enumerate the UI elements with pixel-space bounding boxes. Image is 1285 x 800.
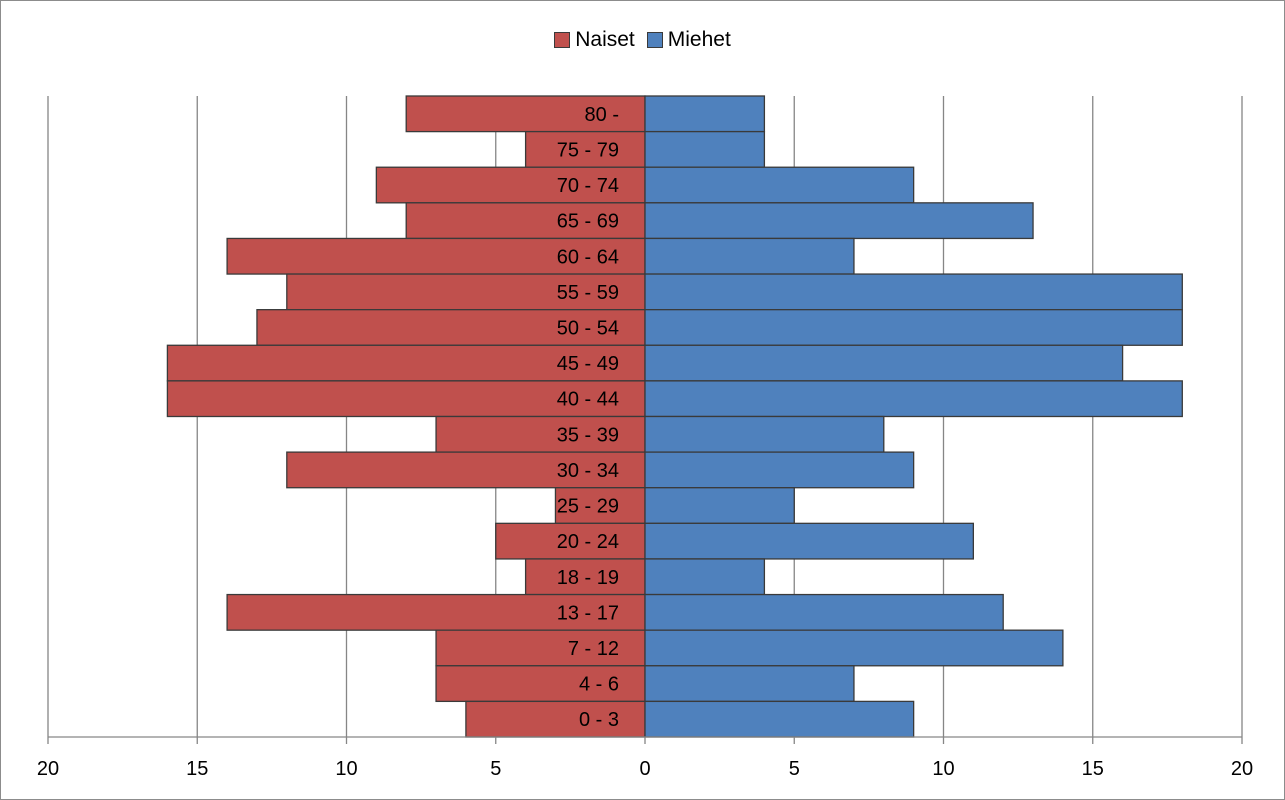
category-label: 40 - 44 bbox=[557, 389, 619, 411]
x-tick-label: 20 bbox=[1231, 758, 1253, 780]
legend-swatch-naiset bbox=[554, 32, 571, 48]
category-label: 30 - 34 bbox=[557, 460, 619, 482]
category-label: 60 - 64 bbox=[557, 246, 619, 268]
bar-miehet bbox=[644, 415, 885, 453]
x-tick-label: 5 bbox=[490, 758, 501, 780]
category-label: 65 - 69 bbox=[557, 211, 619, 233]
x-tick-label: 10 bbox=[932, 758, 954, 780]
category-label: 7 - 12 bbox=[568, 638, 619, 660]
category-label: 18 - 19 bbox=[557, 567, 619, 589]
bar-miehet bbox=[644, 629, 1064, 667]
category-label: 45 - 49 bbox=[557, 353, 619, 375]
legend-swatch-miehet bbox=[646, 32, 663, 48]
bar-miehet bbox=[644, 700, 915, 738]
bar-layer bbox=[166, 95, 1183, 738]
category-label: 55 - 59 bbox=[557, 282, 619, 304]
bar-miehet bbox=[644, 237, 855, 275]
bar-miehet bbox=[644, 130, 766, 168]
bar-miehet bbox=[644, 380, 1183, 418]
category-label: 50 - 54 bbox=[557, 317, 619, 339]
legend-item-naiset: Naiset bbox=[554, 28, 635, 52]
category-label: 75 - 79 bbox=[557, 139, 619, 161]
category-label: 4 - 6 bbox=[579, 674, 619, 696]
bar-miehet bbox=[644, 273, 1183, 311]
x-tick-label: 10 bbox=[335, 758, 357, 780]
legend-item-miehet: Miehet bbox=[646, 28, 731, 52]
category-label: 25 - 29 bbox=[557, 496, 619, 518]
bar-naiset bbox=[166, 380, 646, 418]
bar-miehet bbox=[644, 451, 915, 489]
bar-naiset bbox=[405, 95, 646, 133]
bar-naiset bbox=[286, 273, 646, 311]
bar-naiset bbox=[524, 558, 646, 596]
legend-label-naiset: Naiset bbox=[575, 28, 635, 51]
bar-miehet bbox=[644, 95, 766, 133]
bar-miehet bbox=[644, 344, 1124, 382]
category-label: 70 - 74 bbox=[557, 175, 619, 197]
category-label: 0 - 3 bbox=[579, 709, 619, 731]
category-label: 13 - 17 bbox=[557, 602, 619, 624]
bar-miehet bbox=[644, 487, 795, 524]
bar-miehet bbox=[644, 309, 1183, 346]
legend-label-miehet: Miehet bbox=[667, 28, 731, 51]
bar-naiset bbox=[226, 237, 646, 275]
category-label: 80 - bbox=[585, 104, 619, 126]
bar-naiset bbox=[435, 415, 646, 453]
category-label: 35 - 39 bbox=[557, 424, 619, 446]
bar-naiset bbox=[286, 451, 646, 489]
bar-miehet bbox=[644, 558, 766, 596]
bar-miehet bbox=[644, 522, 975, 560]
category-label-layer: 80 - 75 - 79 70 - 74 65 - 69 60 - 64 55 - 59 5… bbox=[557, 104, 619, 731]
bar-naiset bbox=[495, 522, 646, 560]
x-axis: 20 15 10 5 0 5 10 15 20 bbox=[37, 736, 1253, 780]
category-label: 20 - 24 bbox=[557, 531, 619, 553]
bar-miehet bbox=[644, 593, 1004, 631]
bar-naiset bbox=[405, 202, 646, 240]
x-tick-label: 15 bbox=[186, 758, 208, 780]
x-tick-label: 20 bbox=[37, 758, 59, 780]
x-tick-label: 15 bbox=[1082, 758, 1104, 780]
bar-naiset bbox=[166, 344, 646, 382]
chart-legend: Naiset Miehet bbox=[0, 28, 1285, 52]
bar-miehet bbox=[644, 166, 915, 204]
x-tick-label: 5 bbox=[789, 758, 800, 780]
x-tick-label: 0 bbox=[639, 758, 650, 780]
bar-miehet bbox=[644, 665, 855, 703]
bar-miehet bbox=[644, 202, 1034, 240]
